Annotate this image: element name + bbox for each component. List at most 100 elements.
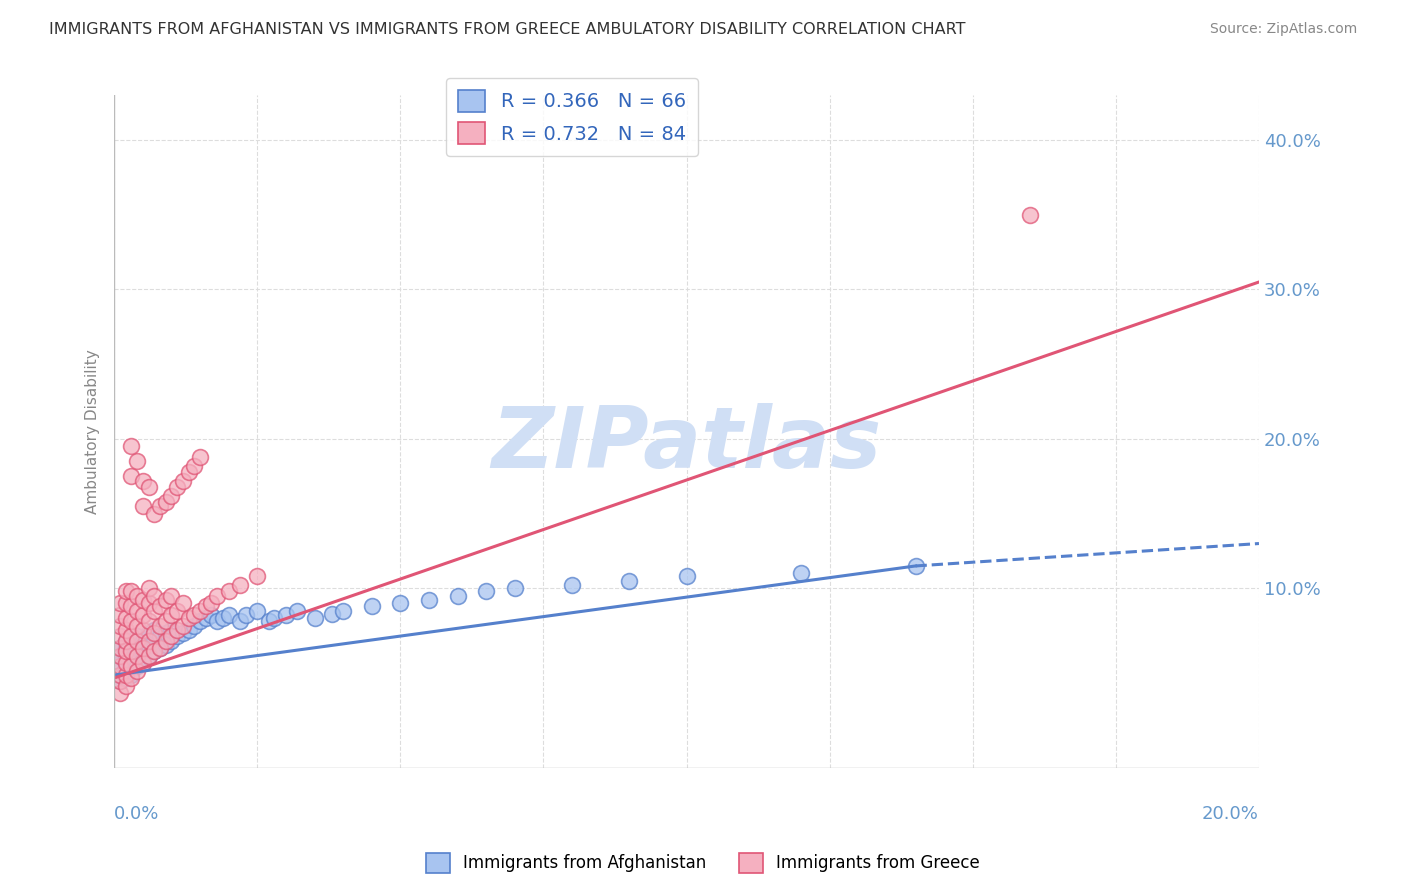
Point bbox=[132, 644, 155, 658]
Point bbox=[177, 624, 200, 638]
Point bbox=[132, 656, 155, 670]
Point bbox=[188, 450, 211, 464]
Point bbox=[246, 604, 269, 618]
Point bbox=[114, 611, 136, 625]
Point bbox=[132, 608, 155, 623]
Point bbox=[114, 624, 136, 638]
Point bbox=[132, 624, 155, 638]
Point bbox=[114, 656, 136, 670]
Point bbox=[194, 599, 217, 614]
Point bbox=[132, 656, 155, 670]
Point bbox=[194, 611, 217, 625]
Point bbox=[475, 584, 498, 599]
Point bbox=[155, 626, 177, 640]
Point bbox=[389, 596, 412, 610]
Point bbox=[149, 599, 172, 614]
Point bbox=[114, 664, 136, 678]
Y-axis label: Ambulatory Disability: Ambulatory Disability bbox=[86, 349, 100, 514]
Point bbox=[132, 593, 155, 607]
Text: Source: ZipAtlas.com: Source: ZipAtlas.com bbox=[1209, 22, 1357, 37]
Point bbox=[143, 589, 166, 603]
Point bbox=[155, 593, 177, 607]
Point bbox=[138, 638, 160, 652]
Point bbox=[120, 638, 142, 652]
Legend: R = 0.366   N = 66, R = 0.732   N = 84: R = 0.366 N = 66, R = 0.732 N = 84 bbox=[447, 78, 697, 156]
Point bbox=[120, 469, 142, 483]
Point bbox=[1019, 208, 1042, 222]
Point bbox=[138, 633, 160, 648]
Point bbox=[790, 566, 813, 581]
Point bbox=[120, 659, 142, 673]
Point bbox=[120, 671, 142, 685]
Point bbox=[166, 604, 188, 618]
Point bbox=[125, 629, 148, 643]
Point bbox=[120, 439, 142, 453]
Point bbox=[188, 604, 211, 618]
Point bbox=[120, 668, 142, 682]
Point bbox=[503, 582, 526, 596]
Point bbox=[114, 584, 136, 599]
Point bbox=[218, 584, 240, 599]
Point bbox=[160, 624, 183, 638]
Point bbox=[160, 629, 183, 643]
Point bbox=[166, 624, 188, 638]
Point bbox=[108, 656, 131, 670]
Point bbox=[108, 618, 131, 632]
Point bbox=[172, 596, 194, 610]
Point bbox=[177, 611, 200, 625]
Point bbox=[143, 626, 166, 640]
Point bbox=[166, 480, 188, 494]
Point bbox=[904, 558, 927, 573]
Text: 0.0%: 0.0% bbox=[114, 805, 159, 822]
Point bbox=[114, 659, 136, 673]
Point bbox=[125, 604, 148, 618]
Point bbox=[125, 633, 148, 648]
Point bbox=[125, 648, 148, 663]
Point bbox=[274, 608, 297, 623]
Point bbox=[114, 679, 136, 693]
Point bbox=[235, 608, 257, 623]
Point bbox=[155, 494, 177, 508]
Point bbox=[108, 629, 131, 643]
Point bbox=[205, 614, 228, 628]
Point bbox=[172, 474, 194, 488]
Point bbox=[120, 584, 142, 599]
Point bbox=[114, 641, 136, 656]
Point bbox=[143, 644, 166, 658]
Point bbox=[120, 629, 142, 643]
Point bbox=[114, 668, 136, 682]
Point bbox=[143, 507, 166, 521]
Point bbox=[321, 607, 343, 621]
Point bbox=[125, 589, 148, 603]
Point bbox=[114, 644, 136, 658]
Point bbox=[125, 618, 148, 632]
Point bbox=[675, 569, 697, 583]
Point bbox=[304, 611, 326, 625]
Point bbox=[108, 608, 131, 623]
Point bbox=[160, 589, 183, 603]
Point bbox=[138, 582, 160, 596]
Point bbox=[172, 618, 194, 632]
Point bbox=[143, 604, 166, 618]
Point bbox=[108, 686, 131, 700]
Point bbox=[561, 578, 583, 592]
Point bbox=[172, 626, 194, 640]
Point bbox=[114, 671, 136, 685]
Point bbox=[114, 633, 136, 648]
Point bbox=[149, 641, 172, 656]
Point bbox=[120, 644, 142, 658]
Point bbox=[108, 641, 131, 656]
Point bbox=[218, 608, 240, 623]
Point bbox=[138, 596, 160, 610]
Point bbox=[418, 593, 440, 607]
Point bbox=[108, 668, 131, 682]
Point bbox=[114, 648, 136, 663]
Point bbox=[132, 641, 155, 656]
Point bbox=[108, 596, 131, 610]
Point bbox=[108, 673, 131, 688]
Point bbox=[205, 589, 228, 603]
Point bbox=[108, 659, 131, 673]
Point bbox=[120, 614, 142, 628]
Point bbox=[108, 648, 131, 663]
Text: 20.0%: 20.0% bbox=[1202, 805, 1258, 822]
